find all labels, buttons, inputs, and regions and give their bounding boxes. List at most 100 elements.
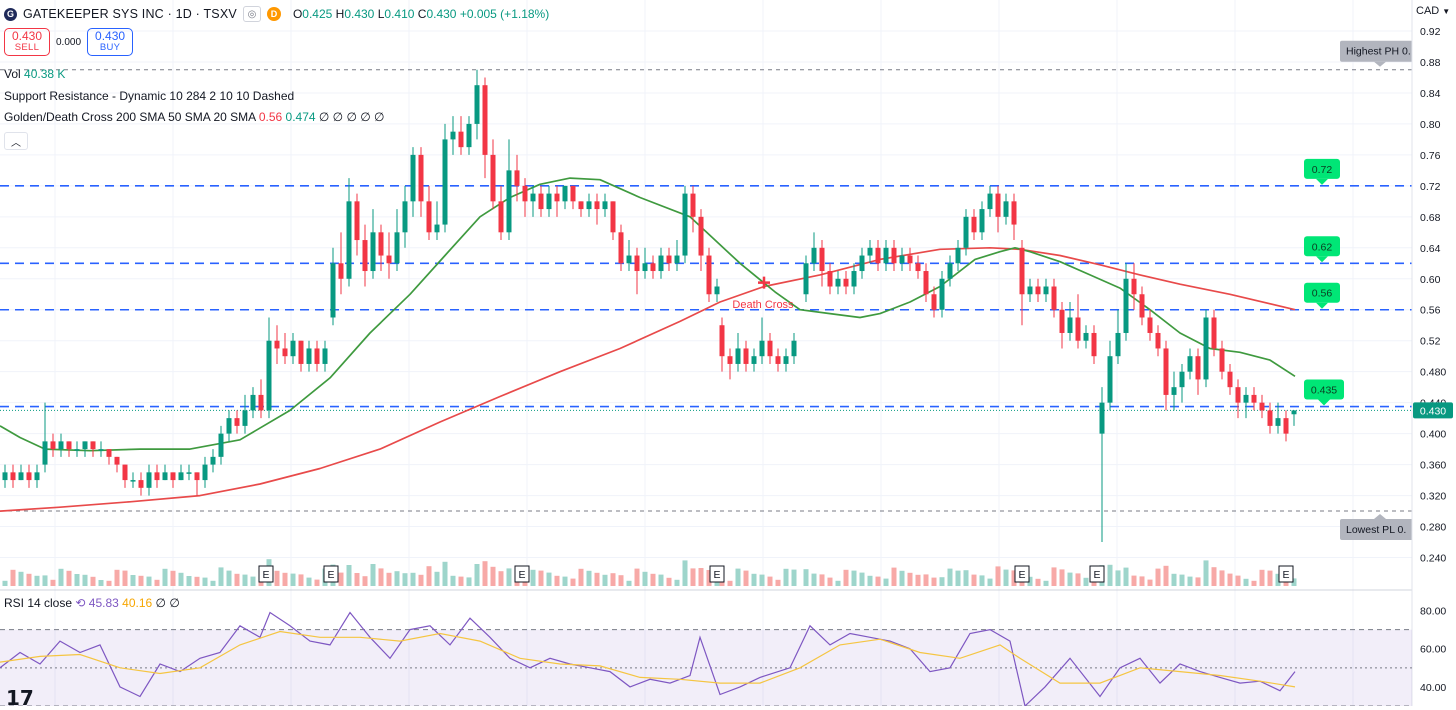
- volume-bar: [1043, 580, 1049, 586]
- volume-bar: [346, 565, 352, 586]
- volume-bar: [298, 574, 304, 586]
- rsi-settings-icon[interactable]: ⟲: [75, 596, 86, 610]
- candle-up: [1115, 332, 1121, 357]
- candle-down: [514, 170, 520, 186]
- candle-up: [803, 263, 809, 295]
- level-tag-bg: [1304, 282, 1340, 303]
- high-label: H: [335, 7, 345, 21]
- level-tag-bg: [1304, 158, 1340, 179]
- candle-down: [338, 263, 344, 279]
- volume-bar: [218, 567, 224, 586]
- volume-bar: [642, 571, 648, 586]
- volume-bar: [682, 560, 688, 586]
- level-tag-label: 0.72: [1312, 164, 1333, 176]
- volume-bar: [775, 579, 781, 586]
- delayed-badge[interactable]: D: [266, 7, 281, 21]
- volume-bar: [1147, 579, 1153, 586]
- candle-down: [570, 185, 576, 202]
- volume-bar: [1291, 578, 1297, 586]
- volume-bar: [186, 576, 192, 586]
- volume-bar: [1187, 576, 1193, 586]
- level-tag-pointer: [1316, 302, 1328, 309]
- candle-up: [306, 348, 312, 364]
- gdc-label: Golden/Death Cross 200 SMA 50 SMA 20 SMA: [4, 110, 256, 124]
- chevron-down-icon: ▼: [1442, 6, 1451, 16]
- volume-bar: [1131, 575, 1137, 586]
- support-resistance-legend[interactable]: Support Resistance - Dynamic 10 284 2 10…: [4, 89, 294, 103]
- eye-icon[interactable]: ◎: [242, 6, 261, 22]
- tradingview-logo-icon[interactable]: 17: [6, 686, 34, 710]
- open-label: O: [292, 7, 303, 21]
- symbol-title[interactable]: GATEKEEPER SYS INC · 1D · TSXV: [23, 7, 237, 21]
- buy-button[interactable]: 0.430 BUY: [87, 28, 134, 56]
- volume-bar: [979, 575, 985, 586]
- volume-bar: [618, 575, 624, 586]
- volume-bar: [891, 567, 897, 586]
- candle-down: [154, 472, 160, 481]
- candle-down: [498, 201, 504, 233]
- candle-up: [1083, 332, 1089, 341]
- candle-down: [66, 441, 72, 450]
- volume-bar: [578, 568, 584, 586]
- volume-bar: [394, 571, 400, 586]
- candle-down: [1283, 418, 1289, 434]
- volume-bar: [1027, 576, 1033, 586]
- rsi-tick-label: 60.00: [1420, 644, 1446, 656]
- volume-bar: [1115, 570, 1121, 586]
- earnings-marker-label: E: [518, 569, 525, 581]
- earnings-marker-label: E: [1093, 569, 1100, 581]
- candle-up: [402, 201, 408, 233]
- candle-up: [979, 209, 985, 233]
- candle-up: [186, 472, 192, 474]
- volume-bar: [1219, 570, 1225, 586]
- price-axis[interactable]: 0.2400.2800.3200.3600.4000.4400.4800.520…: [1411, 0, 1456, 706]
- volume-bar: [362, 576, 368, 586]
- candle-down: [522, 185, 528, 202]
- candle-up: [947, 263, 953, 279]
- candle-down: [666, 255, 672, 264]
- candle-up: [963, 216, 969, 248]
- sell-button[interactable]: 0.430 SELL: [4, 28, 50, 56]
- price-tick-label: 0.240: [1420, 553, 1446, 565]
- sma200-value: 0.56: [258, 110, 283, 124]
- volume-bar: [554, 575, 560, 586]
- candle-down: [618, 232, 624, 264]
- candle-up: [1291, 410, 1297, 415]
- candle-up: [162, 472, 168, 481]
- golden-death-cross-legend[interactable]: Golden/Death Cross 200 SMA 50 SMA 20 SMA…: [4, 110, 385, 124]
- price-tick-label: 0.56: [1420, 305, 1441, 317]
- candle-up: [370, 232, 376, 272]
- volume-legend[interactable]: Vol 40.38 K: [4, 67, 65, 81]
- volume-bar: [690, 568, 696, 586]
- volume-bar: [10, 569, 16, 586]
- price-axis-bg: [1412, 0, 1456, 706]
- price-tick-label: 0.60: [1420, 274, 1441, 286]
- currency-selector[interactable]: CAD ▼: [1416, 5, 1450, 17]
- candle-down: [819, 247, 825, 272]
- death-cross-label: Death Cross: [732, 299, 794, 311]
- volume-bar: [698, 568, 704, 586]
- level-tag-pointer: [1316, 256, 1328, 263]
- chart-header: G GATEKEEPER SYS INC · 1D · TSXV ◎ D O0.…: [4, 3, 549, 25]
- rsi-legend[interactable]: RSI 14 close ⟲ 45.83 40.16 ∅ ∅: [4, 596, 180, 610]
- rsi-pane: [0, 611, 1412, 706]
- sma50-value: 0.474: [285, 110, 316, 124]
- rsi-tick-label: 80.00: [1420, 606, 1446, 618]
- candle-up: [546, 193, 552, 210]
- candle-up: [939, 278, 945, 310]
- chevron-up-icon[interactable]: ︿: [4, 132, 28, 150]
- moving-average-lines: [0, 177, 1296, 512]
- candle-down: [610, 201, 616, 233]
- volume-bar: [594, 572, 600, 586]
- earnings-marker: [258, 565, 274, 583]
- volume-bar: [242, 574, 248, 586]
- candle-down: [1139, 294, 1145, 318]
- volume-bar: [735, 568, 741, 586]
- change-value: +0.005 (+1.18%): [459, 7, 550, 21]
- candle-up: [1027, 286, 1033, 295]
- rsi-line: [0, 611, 1296, 706]
- price-tick-label: 0.400: [1420, 429, 1446, 441]
- volume-bar: [963, 570, 969, 586]
- volume-bar: [178, 572, 184, 586]
